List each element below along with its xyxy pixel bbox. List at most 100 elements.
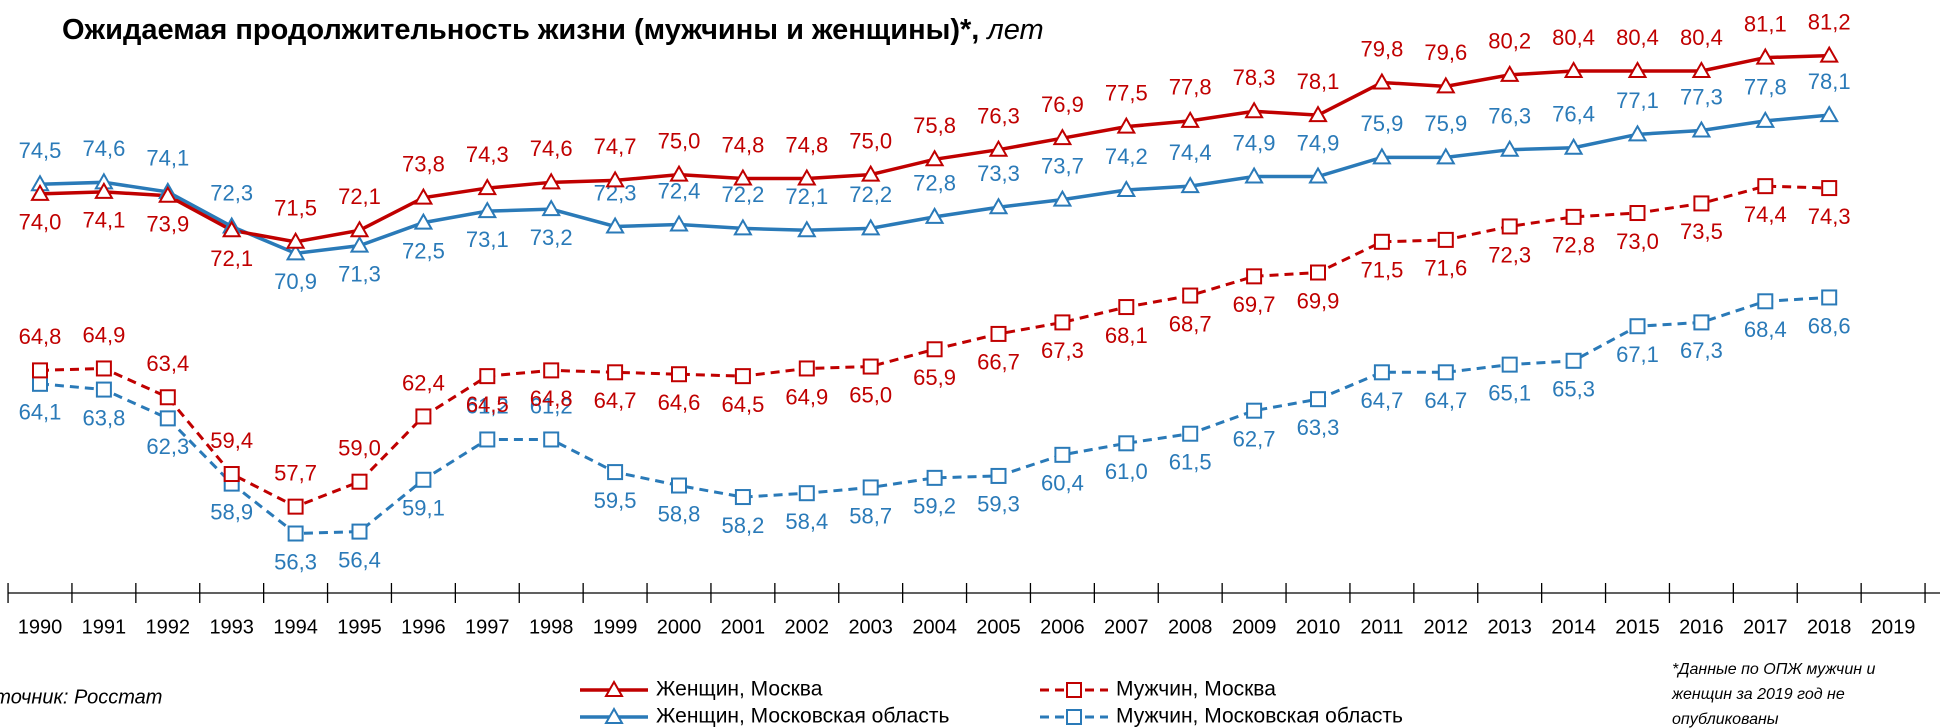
marker [607, 364, 624, 381]
marker [1627, 124, 1648, 142]
value-label: 68,1 [1105, 323, 1148, 348]
value-label: 77,5 [1105, 80, 1148, 105]
marker [1246, 402, 1263, 419]
value-label: 74,4 [1744, 202, 1787, 227]
marker [1308, 166, 1328, 184]
marker [221, 220, 242, 238]
x-tick-label: 2008 [1168, 616, 1213, 638]
x-tick-label: 2005 [976, 616, 1021, 638]
legend-item: Мужчин, Московская область [1040, 705, 1403, 728]
x-tick-label: 1992 [146, 616, 191, 638]
value-label: 77,3 [1680, 84, 1723, 109]
value-label: 59,2 [913, 494, 956, 519]
value-label: 67,1 [1616, 342, 1659, 367]
marker [543, 362, 560, 379]
value-label: 77,1 [1616, 88, 1659, 113]
x-tick-label: 2007 [1104, 616, 1149, 638]
value-label: 59,5 [594, 488, 637, 513]
marker [862, 479, 879, 496]
x-tick-label: 2009 [1232, 616, 1277, 638]
value-label: 70,9 [274, 269, 317, 294]
x-tick-label: 2011 [1360, 616, 1403, 638]
legend-item: Женщин, Московская область [580, 705, 949, 728]
legend-label: Мужчин, Москва [1116, 678, 1276, 701]
value-label: 77,8 [1744, 75, 1787, 100]
marker [988, 139, 1009, 157]
x-tick-label: 2002 [785, 616, 830, 638]
marker [477, 201, 498, 219]
legend-label: Женщин, Москва [656, 678, 823, 701]
value-label: 71,5 [274, 196, 317, 221]
value-label: 58,7 [849, 503, 892, 528]
marker [1499, 64, 1520, 82]
marker [541, 172, 561, 190]
value-label: 72,1 [210, 246, 253, 271]
marker [1563, 60, 1584, 79]
value-label: 64,7 [1424, 388, 1467, 413]
value-label: 72,1 [338, 184, 381, 209]
marker [1693, 195, 1710, 212]
value-label: 80,4 [1552, 25, 1595, 50]
marker [1565, 352, 1582, 369]
marker [349, 220, 370, 238]
marker [1182, 425, 1199, 442]
value-label: 58,4 [785, 509, 828, 534]
value-label: 56,3 [274, 549, 317, 574]
marker [988, 197, 1009, 215]
marker [1310, 391, 1326, 408]
marker [95, 381, 112, 398]
value-label: 80,4 [1680, 25, 1723, 50]
value-label: 72,2 [849, 182, 892, 207]
value-label: 69,7 [1233, 292, 1276, 317]
value-label: 75,9 [1424, 111, 1467, 136]
marker [32, 375, 48, 392]
value-label: 79,8 [1360, 36, 1403, 61]
marker [94, 181, 114, 199]
value-label: 74,9 [1297, 130, 1340, 155]
value-label: 74,3 [1808, 204, 1851, 229]
value-label: 62,3 [146, 434, 189, 459]
marker [860, 164, 881, 182]
value-label: 73,1 [466, 227, 509, 252]
value-label: 64,7 [594, 388, 637, 413]
legend-item: Женщин, Москва [580, 678, 823, 701]
marker [1627, 60, 1648, 79]
value-label: 73,7 [1041, 153, 1084, 178]
value-label: 64,8 [530, 386, 573, 411]
value-label: 75,9 [1360, 111, 1403, 136]
x-tick-label: 1994 [273, 616, 318, 638]
marker [415, 408, 432, 425]
value-label: 74,3 [466, 142, 509, 167]
value-label: 57,7 [274, 460, 317, 485]
marker [671, 366, 687, 383]
marker [1819, 105, 1839, 123]
marker [1116, 179, 1137, 197]
value-label: 76,4 [1552, 102, 1595, 127]
source: Источник: Росстат [0, 686, 162, 708]
value-label: 61,2 [530, 393, 573, 418]
marker [1054, 446, 1071, 463]
marker [543, 431, 560, 448]
x-tick-label: 2014 [1551, 616, 1596, 638]
marker [351, 523, 368, 540]
marker [1180, 176, 1200, 194]
marker [159, 410, 176, 427]
value-label: 74,8 [785, 132, 828, 157]
value-label: 65,9 [913, 365, 956, 390]
value-label: 78,3 [1233, 65, 1276, 90]
marker [1246, 268, 1263, 285]
marker [479, 431, 496, 448]
marker [32, 362, 48, 379]
marker [95, 360, 112, 377]
marker [1308, 105, 1328, 123]
legend-label: Женщин, Московская область [656, 705, 949, 728]
legend-item: Мужчин, Москва [1040, 678, 1276, 701]
x-tick-label: 2013 [1487, 616, 1532, 638]
marker [1373, 233, 1390, 250]
marker [158, 185, 178, 203]
title-unit: лет [985, 14, 1043, 46]
value-label: 75,0 [849, 128, 892, 153]
value-label: 59,4 [210, 428, 253, 453]
value-label: 72,3 [1488, 242, 1531, 267]
marker [1757, 293, 1774, 310]
